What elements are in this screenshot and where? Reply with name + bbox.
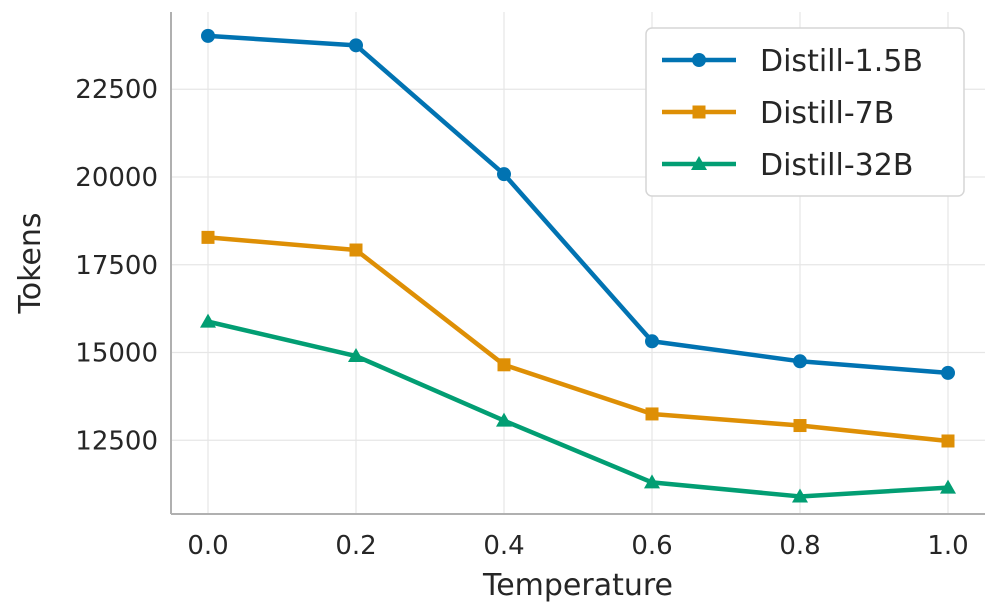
y-tick-labels: 12500 15000 17500 20000 22500 [75,75,158,456]
data-point-distill-32b [348,348,364,363]
x-tick-label: 0.0 [187,531,228,561]
data-point-distill-7b [201,230,215,244]
series-distill-32b [200,313,956,503]
data-point-distill-7b [941,434,955,448]
data-point-distill-7b [497,358,511,372]
data-point-distill-32b [496,412,512,427]
legend-marker [692,105,706,119]
x-axis-title: Temperature [482,568,673,603]
legend-item-distill-32b: Distill-32B [662,148,913,183]
y-axis-title: Tokens [13,213,48,315]
x-tick-labels: 0.0 0.2 0.4 0.6 0.8 1.0 [187,531,968,561]
y-tick-label: 17500 [75,251,158,281]
legend-item-distill-7b: Distill-7B [662,96,894,131]
x-tick-label: 1.0 [927,531,968,561]
data-point-distill-32b [940,479,956,494]
legend: Distill-1.5B Distill-7B Distill-32B [645,27,965,197]
y-tick-label: 12500 [75,426,158,456]
x-tick-label: 0.6 [631,531,672,561]
series-distill-7b [201,230,955,448]
data-point-distill-1-5b [645,334,659,349]
data-point-distill-7b [645,407,659,421]
legend-label: Distill-7B [760,96,894,131]
x-tick-label: 0.4 [483,531,524,561]
legend-label: Distill-32B [760,148,913,183]
series-line-distill-1-5b [205,33,951,376]
series-distill-1-5b [201,28,955,380]
y-tick-label: 20000 [75,163,158,193]
x-tick-label: 0.8 [779,531,820,561]
axes [170,12,985,515]
data-point-distill-1-5b [497,167,511,182]
data-point-distill-1-5b [793,354,807,369]
series-line-distill-7b [205,235,951,444]
legend-marker [692,53,706,67]
series [200,28,956,503]
data-point-distill-7b [349,243,363,257]
data-point-distill-1-5b [201,28,215,43]
data-point-distill-7b [793,419,807,433]
y-tick-label: 15000 [75,339,158,369]
legend-marker [691,156,707,170]
data-point-distill-32b [644,474,660,489]
data-point-distill-1-5b [349,38,363,53]
y-tick-label: 22500 [75,75,158,105]
data-point-distill-32b [200,313,216,328]
legend-item-distill-1-5b: Distill-1.5B [662,44,923,79]
legend-label: Distill-1.5B [760,44,923,79]
data-point-distill-1-5b [941,365,955,380]
x-tick-label: 0.2 [335,531,376,561]
series-line-distill-32b [205,319,951,499]
data-point-distill-32b [792,488,808,503]
legend-box [645,27,965,197]
